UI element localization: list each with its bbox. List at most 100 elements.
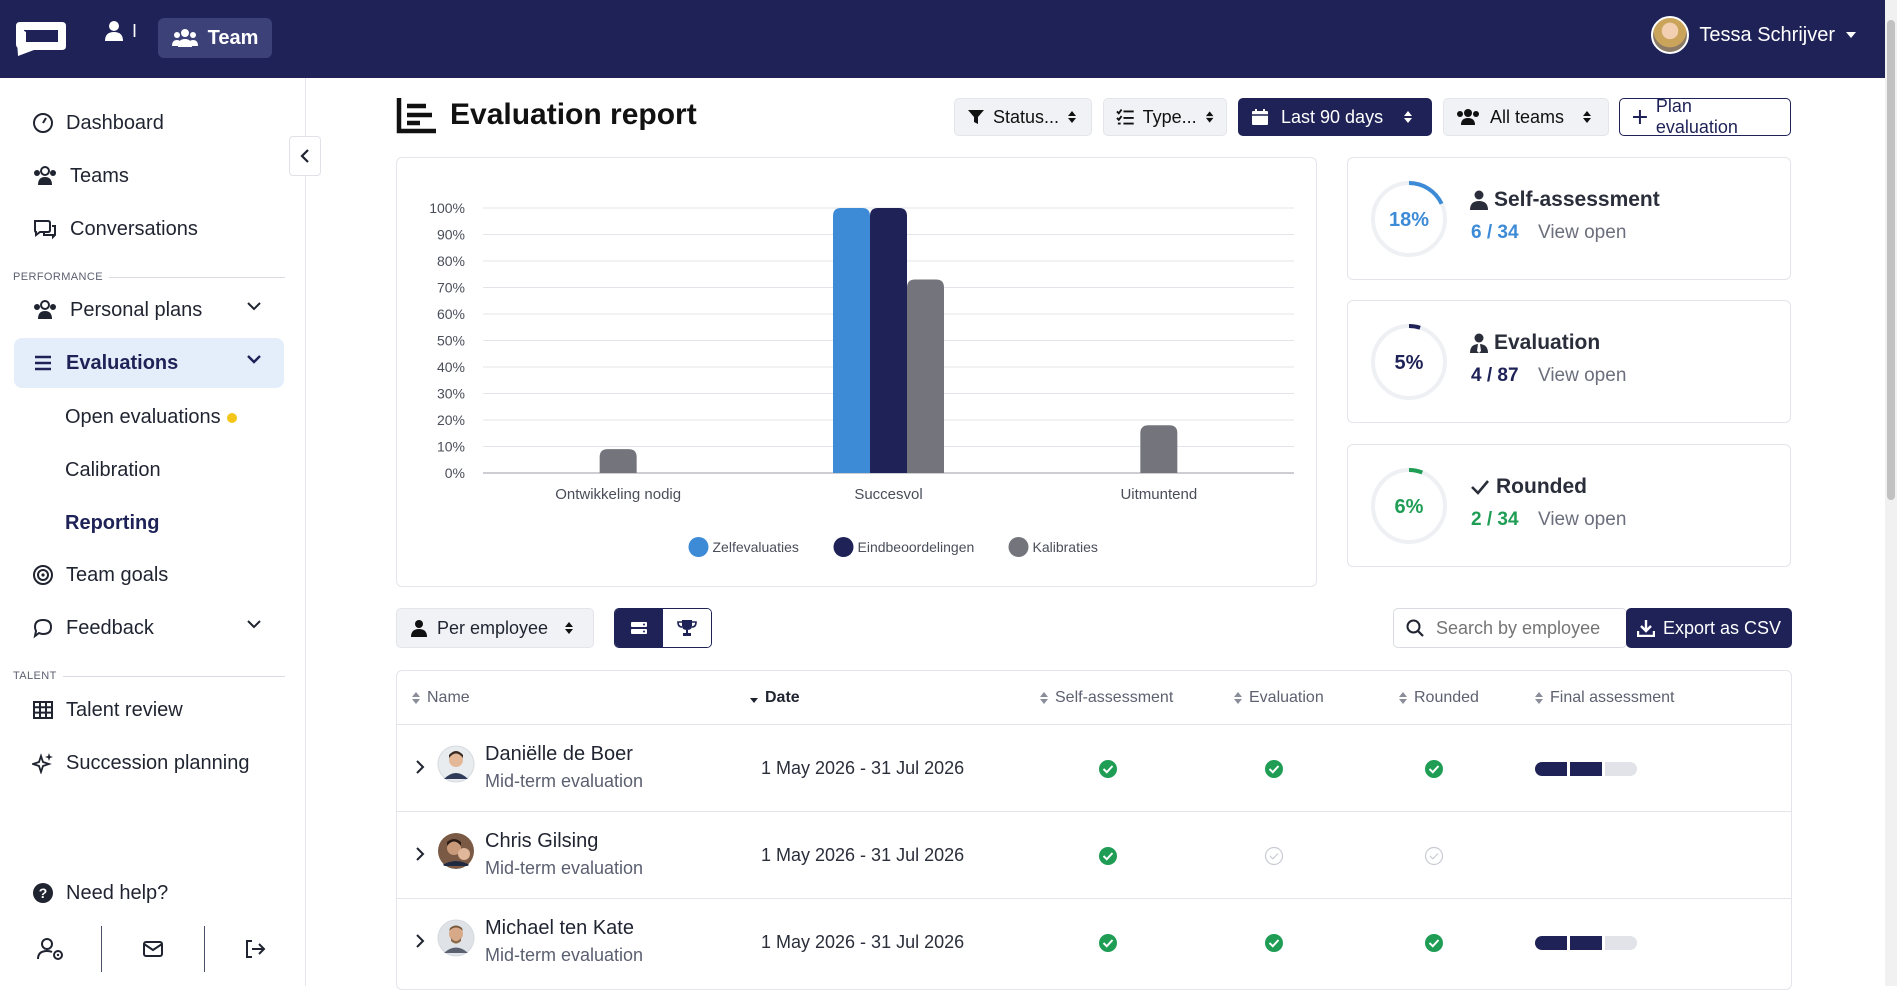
sidebar-item-succession-planning[interactable]: Succession planning: [14, 738, 284, 788]
team-label: Team: [207, 26, 259, 49]
column-header-rounded[interactable]: Rounded: [1398, 689, 1479, 707]
bar-eindbeoordelingen[interactable]: [870, 208, 907, 473]
period-filter[interactable]: Last 90 days: [1238, 98, 1432, 136]
sidebar-item-talent-review[interactable]: Talent review: [14, 685, 284, 735]
comment-icon: [33, 618, 53, 639]
check-mark: [1102, 765, 1114, 774]
legend-item[interactable]: Kalibraties: [1008, 537, 1098, 557]
sidebar-item-team-goals[interactable]: Team goals: [14, 550, 284, 600]
notification-dot: [226, 412, 237, 423]
sidebar-item-evaluations[interactable]: Evaluations: [14, 338, 284, 388]
ring-progress: [1371, 468, 1447, 544]
sidebar-item-label: Dashboard: [66, 111, 164, 134]
bar-zelfevaluaties[interactable]: [833, 208, 870, 473]
column-header-evaluation[interactable]: Evaluation: [1233, 689, 1324, 707]
employee-name[interactable]: Daniëlle de Boer: [485, 743, 633, 765]
sidebar: Dashboard Teams Conversations PERFORMANC…: [0, 78, 306, 986]
teams-filter[interactable]: All teams: [1443, 98, 1609, 136]
legend-item[interactable]: Eindbeoordelingen: [833, 537, 975, 557]
chevron-right-icon[interactable]: [415, 933, 425, 949]
personal-view-toggle[interactable]: I: [104, 20, 137, 42]
user-icon: [105, 21, 123, 41]
y-tick-label: 60%: [437, 306, 465, 322]
y-tick-label: 40%: [437, 359, 465, 375]
bar-kalibraties[interactable]: [1140, 425, 1178, 473]
sidebar-subitem-reporting[interactable]: Reporting: [65, 512, 160, 534]
export-csv-button[interactable]: Export as CSV: [1626, 608, 1792, 648]
column-header-label: Evaluation: [1249, 689, 1324, 706]
sort-icon: [1205, 111, 1214, 123]
x-tick-label: Uitmuntend: [1120, 486, 1197, 503]
check-fill: [1265, 760, 1283, 778]
sidebar-item-conversations[interactable]: Conversations: [14, 204, 284, 254]
chevron-right-icon[interactable]: [415, 759, 425, 775]
user-separator: I: [132, 20, 138, 41]
check-circle-icon: [1424, 846, 1444, 866]
sidebar-item-personal-plans[interactable]: Personal plans: [14, 285, 284, 335]
evaluation-date: 1 May 2026 - 31 Jul 2026: [761, 932, 965, 952]
account-settings-button[interactable]: [0, 926, 103, 972]
stat-card-rounded: 6% Rounded 2 / 34 View open: [1347, 444, 1791, 567]
bar-kalibraties[interactable]: [599, 449, 637, 473]
logout-button[interactable]: [205, 926, 306, 972]
section-label-talent: TALENT: [13, 670, 285, 682]
collapse-sidebar-button[interactable]: [289, 136, 321, 176]
employee-name[interactable]: Chris Gilsing: [485, 830, 599, 852]
evaluation-type: Mid-term evaluation: [485, 771, 644, 791]
sort-icon: [1535, 692, 1543, 704]
list-check-icon: [1116, 108, 1134, 125]
table-row[interactable]: Daniëlle de Boer Mid-term evaluation 1 M…: [397, 724, 1791, 811]
user-tie-icon: [1470, 333, 1488, 353]
team-view-button[interactable]: Team: [158, 18, 272, 58]
group-by-select[interactable]: Per employee: [396, 608, 594, 648]
employee-avatar: [437, 745, 475, 783]
view-open-link[interactable]: View open: [1538, 509, 1627, 530]
employee-name[interactable]: Michael ten Kate: [485, 917, 634, 939]
check-mark: [1102, 852, 1114, 861]
sort-icon: [412, 692, 420, 704]
table-view-button[interactable]: [615, 609, 663, 647]
employee-avatar: [438, 833, 474, 869]
plan-evaluation-button[interactable]: Plan evaluation: [1619, 96, 1791, 137]
stat-title: Evaluation: [1470, 331, 1600, 355]
search-input[interactable]: [1436, 617, 1606, 639]
type-filter[interactable]: Type...: [1103, 98, 1227, 136]
sidebar-item-dashboard[interactable]: Dashboard: [14, 98, 284, 148]
page-scrollbar[interactable]: [1885, 0, 1897, 986]
check-mark: [1428, 765, 1440, 774]
sidebar-subitem-open-evaluations[interactable]: Open evaluations: [65, 406, 237, 429]
messages-button[interactable]: [102, 926, 205, 972]
column-header-name[interactable]: Name: [411, 689, 470, 707]
column-header-final-assessment[interactable]: Final assessment: [1534, 689, 1675, 707]
sidebar-item-help[interactable]: ? Need help?: [14, 868, 284, 918]
legend-item[interactable]: Zelfevaluaties: [688, 537, 799, 557]
check-mark: [1429, 853, 1439, 860]
ranking-view-button[interactable]: [663, 609, 711, 647]
status-filter[interactable]: Status...: [954, 98, 1092, 136]
assessment-segment: [1570, 936, 1602, 950]
user-menu[interactable]: Tessa Schrijver: [1651, 16, 1857, 54]
bar-kalibraties[interactable]: [907, 279, 944, 473]
view-open-link[interactable]: View open: [1538, 365, 1627, 386]
y-tick-label: 80%: [437, 253, 465, 269]
stat-count: 4 / 87: [1471, 365, 1519, 386]
sidebar-item-feedback[interactable]: Feedback: [14, 603, 284, 653]
table-row[interactable]: Michael ten Kate Mid-term evaluation 1 M…: [397, 898, 1791, 985]
chevron-right-icon[interactable]: [415, 846, 425, 862]
app-logo[interactable]: [12, 18, 70, 58]
sidebar-item-teams[interactable]: Teams: [14, 151, 284, 201]
final-assessment-bar: [1535, 762, 1637, 776]
column-header-self-assessment[interactable]: Self-assessment: [1039, 689, 1173, 707]
check-circle-icon: [1265, 760, 1283, 778]
users-icon: [34, 300, 56, 319]
sidebar-subitem-calibration[interactable]: Calibration: [65, 459, 161, 481]
chart-report-icon: [396, 98, 436, 134]
chevron-down-icon: [247, 355, 261, 364]
view-open-link[interactable]: View open: [1538, 222, 1627, 243]
scrollbar-thumb[interactable]: [1887, 20, 1895, 500]
y-tick-label: 50%: [437, 333, 465, 349]
column-header-date[interactable]: Date: [749, 689, 800, 707]
period-filter-label: Last 90 days: [1281, 106, 1384, 127]
sidebar-item-label: Team goals: [66, 563, 169, 586]
table-row[interactable]: Chris Gilsing Mid-term evaluation 1 May …: [397, 811, 1791, 898]
